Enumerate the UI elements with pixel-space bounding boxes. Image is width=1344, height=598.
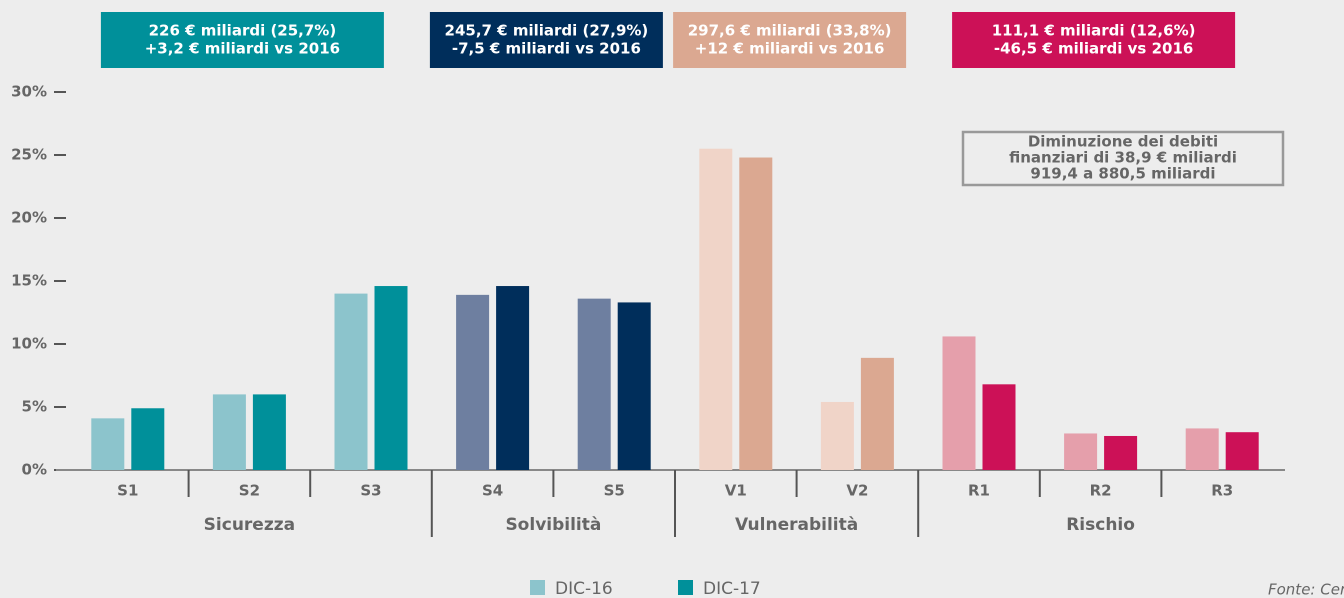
x-tick-label: S2 <box>239 482 260 500</box>
bar <box>617 302 651 470</box>
group-label: Sicurezza <box>204 515 295 535</box>
bar <box>456 294 490 470</box>
y-tick-label: 20% <box>11 209 47 227</box>
annotation: finanziari di 38,9 € miliardi <box>1009 149 1237 167</box>
x-tick-label: V2 <box>846 482 868 500</box>
y-tick-label: 30% <box>11 83 47 101</box>
bar <box>1064 433 1098 470</box>
annotation: 919,4 a 880,5 miliardi <box>1030 165 1215 183</box>
bar <box>252 394 286 470</box>
x-tick-label: S1 <box>117 482 138 500</box>
group-box-text: 111,1 € miliardi (12,6%) <box>992 22 1196 40</box>
bar <box>982 384 1016 470</box>
group-box <box>673 12 907 68</box>
group-box-text: 226 € miliardi (25,7%) <box>149 22 337 40</box>
bar <box>91 418 125 470</box>
group-box-text: -7,5 € miliardi vs 2016 <box>452 40 641 58</box>
legend-swatch <box>530 580 545 595</box>
source: Fonte: Cerved <box>1268 581 1344 598</box>
bar <box>699 148 733 470</box>
group-box-text: +3,2 € miliardi vs 2016 <box>145 40 340 58</box>
bar <box>334 293 368 470</box>
legend-label: DIC-16 <box>555 579 613 598</box>
group-label: Rischio <box>1066 515 1135 535</box>
bar <box>131 408 165 470</box>
bar <box>860 357 894 470</box>
x-tick-label: S3 <box>360 482 381 500</box>
y-tick-label: 0% <box>22 461 47 479</box>
y-tick-label: 10% <box>11 335 47 353</box>
group-box <box>429 12 663 68</box>
group-box-text: +12 € miliardi vs 2016 <box>695 40 885 58</box>
bar <box>739 157 773 470</box>
group-label: Vulnerabilità <box>735 515 858 535</box>
bar <box>496 286 530 470</box>
bar <box>374 286 408 470</box>
x-tick-label: V1 <box>725 482 747 500</box>
group-box-text: -46,5 € miliardi vs 2016 <box>994 40 1193 58</box>
annotation-box <box>961 130 1285 187</box>
bar <box>1185 428 1219 470</box>
bar <box>820 401 854 470</box>
bar <box>1104 435 1138 470</box>
y-tick-label: 25% <box>11 146 47 164</box>
x-tick-label: S5 <box>604 482 625 500</box>
bar <box>212 394 246 470</box>
x-tick-label: R1 <box>968 482 990 500</box>
x-tick-label: R3 <box>1211 482 1233 500</box>
y-tick-label: 5% <box>22 398 47 416</box>
y-tick-label: 15% <box>11 272 47 290</box>
legend-label: DIC-17 <box>703 579 761 598</box>
group-box <box>952 12 1236 68</box>
bar <box>1225 432 1259 470</box>
bar <box>577 298 611 470</box>
legend-swatch <box>678 580 693 595</box>
x-tick-label: R2 <box>1090 482 1112 500</box>
group-box-text: 297,6 € miliardi (33,8%) <box>688 22 892 40</box>
bar <box>942 336 976 470</box>
x-tick-label: S4 <box>482 482 503 500</box>
group-label: Solvibilità <box>505 515 601 535</box>
group-box-text: 245,7 € miliardi (27,9%) <box>445 22 649 40</box>
annotation: Diminuzione dei debiti <box>1028 133 1218 151</box>
group-box <box>100 12 384 68</box>
